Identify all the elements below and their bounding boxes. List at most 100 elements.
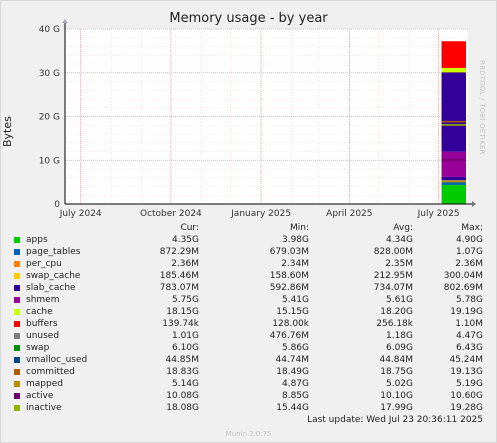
legend-value-max: 5.78G (455, 295, 483, 305)
legend-series-name: per_cpu (26, 259, 62, 269)
legend-value-min: 128.00k (272, 319, 309, 329)
stack-area-page-tables (441, 181, 466, 185)
stack-area-swap (441, 41, 466, 68)
legend-series-name: slab_cache (26, 283, 76, 293)
legend-row-shmem: shmem 5.75G 5.41G 5.61G 5.78G (0, 295, 497, 307)
legend-value-avg: 6.09G (385, 343, 413, 353)
legend-value-cur: 5.14G (171, 379, 199, 389)
legend-value-avg: 10.10G (380, 391, 413, 401)
legend-series-name: shmem (26, 295, 60, 305)
legend-value-avg: 256.18k (376, 319, 413, 329)
x-tick-label: April 2025 (326, 209, 372, 219)
y-axis-arrow (62, 19, 68, 23)
legend-value-min: 4.87G (281, 379, 309, 389)
grid-layer (65, 28, 468, 204)
legend-value-cur: 18.83G (166, 367, 199, 377)
legend-value-min: 476.76M (269, 331, 309, 341)
legend-header-cur: Cur: (180, 223, 199, 233)
legend-row-vmalloc-used: vmalloc_used 44.85M 44.74M 44.84M 45.24M (0, 355, 497, 367)
legend-value-min: 8.85G (281, 391, 309, 401)
legend-value-min: 18.49G (276, 367, 309, 377)
legend-swatch (14, 237, 20, 243)
stack-area-shmem (441, 151, 466, 177)
legend-value-max: 4.47G (455, 331, 483, 341)
legend-header-max: Max: (461, 223, 483, 233)
legend-row-swap-cache: swap_cache 185.46M 158.60M 212.95M 300.04M (0, 271, 497, 283)
legend-value-avg: 2.35M (385, 259, 413, 269)
legend-value-max: 10.60G (450, 391, 483, 401)
legend-value-cur: 10.08G (166, 391, 199, 401)
legend-value-avg: 212.95M (373, 271, 413, 281)
legend-value-cur: 1.01G (171, 331, 199, 341)
legend-value-cur: 5.75G (171, 295, 199, 305)
chart-title: Memory usage - by year (169, 11, 328, 26)
legend-series-name: cache (26, 307, 53, 317)
legend-header-min: Min: (289, 223, 309, 233)
legend-value-max: 19.28G (450, 403, 483, 413)
axis-layer: 0 10 G 20 G 30 G 40 G July 2024 October 2024 Ja… (39, 19, 476, 219)
legend-value-cur: 2.36M (171, 259, 199, 269)
legend-value-max: 1.07G (455, 247, 483, 257)
legend-value-avg: 18.20G (380, 307, 413, 317)
legend-swatch (14, 393, 20, 399)
legend-value-max: 300.04M (443, 271, 483, 281)
legend-swatch (14, 333, 20, 339)
legend-value-cur: 6.10G (171, 343, 199, 353)
legend-value-avg: 4.34G (385, 235, 413, 245)
stack-area-slab-cache (441, 176, 466, 181)
legend-row-unused: unused 1.01G 476.76M 1.18G 4.47G (0, 331, 497, 343)
legend-value-avg: 1.18G (385, 331, 413, 341)
legend-value-avg: 44.84M (379, 355, 413, 365)
legend-swatch (14, 285, 20, 291)
legend-header-avg: Avg: (393, 223, 413, 233)
legend-value-max: 1.10M (455, 319, 483, 329)
rrdtool-credit: RRDTOOL / TOBI OETIKER (478, 60, 486, 155)
x-tick-label: July 2025 (417, 209, 460, 219)
legend-value-min: 3.98G (281, 235, 309, 245)
legend-value-max: 19.19G (450, 307, 483, 317)
legend-value-min: 158.60M (269, 271, 309, 281)
legend-row-cache: cache 18.15G 15.15G 18.20G 19.19G (0, 307, 497, 319)
legend-value-avg: 18.75G (380, 367, 413, 377)
legend-swatch (14, 273, 20, 279)
legend-swatch (14, 249, 20, 255)
legend-series-name: mapped (26, 379, 63, 389)
legend-row-page-tables: page_tables 872.29M 679.03M 828.00M 1.07G (0, 247, 497, 259)
legend-swatch (14, 381, 20, 387)
legend-swatch (14, 321, 20, 327)
last-update: Last update: Wed Jul 23 20:36:11 2025 (307, 415, 483, 425)
legend-value-cur: 872.29M (159, 247, 199, 257)
y-tick-label: 30 G (39, 69, 60, 79)
stack-area-cache (441, 72, 466, 152)
legend-value-cur: 18.15G (166, 307, 199, 317)
legend-value-min: 15.15G (276, 307, 309, 317)
legend-value-cur: 139.74k (162, 319, 199, 329)
legend-value-avg: 5.02G (385, 379, 413, 389)
legend-series-name: swap_cache (26, 271, 81, 281)
y-tick-label: 20 G (39, 113, 60, 123)
legend-row-slab-cache: slab_cache 783.07M 592.86M 734.07M 802.69M (0, 283, 497, 295)
data-layer (441, 41, 466, 204)
legend-row-per-cpu: per_cpu 2.36M 2.34M 2.35M 2.36M (0, 259, 497, 271)
legend-row-inactive: inactive 18.08G 15.44G 17.99G 19.28G (0, 403, 497, 415)
legend-value-max: 4.90G (455, 235, 483, 245)
x-tick-label: July 2024 (59, 209, 102, 219)
x-axis-arrow (472, 201, 476, 207)
legend-value-avg: 5.61G (385, 295, 413, 305)
legend-value-avg: 734.07M (373, 283, 413, 293)
legend-value-min: 679.03M (269, 247, 309, 257)
legend-value-avg: 828.00M (373, 247, 413, 257)
legend-series-name: unused (26, 331, 60, 341)
legend-value-cur: 783.07M (159, 283, 199, 293)
legend-series-name: active (26, 391, 54, 401)
legend-value-min: 5.41G (281, 295, 309, 305)
legend-row-apps: apps 4.35G 3.98G 4.34G 4.90G (0, 235, 497, 247)
legend-value-cur: 44.85M (165, 355, 199, 365)
legend-value-min: 5.86G (281, 343, 309, 353)
legend-row-buffers: buffers 139.74k 128.00k 256.18k 1.10M (0, 319, 497, 331)
legend-swatch (14, 309, 20, 315)
legend-series-name: apps (26, 235, 48, 245)
legend-value-max: 45.24M (449, 355, 483, 365)
legend-swatch (14, 297, 20, 303)
